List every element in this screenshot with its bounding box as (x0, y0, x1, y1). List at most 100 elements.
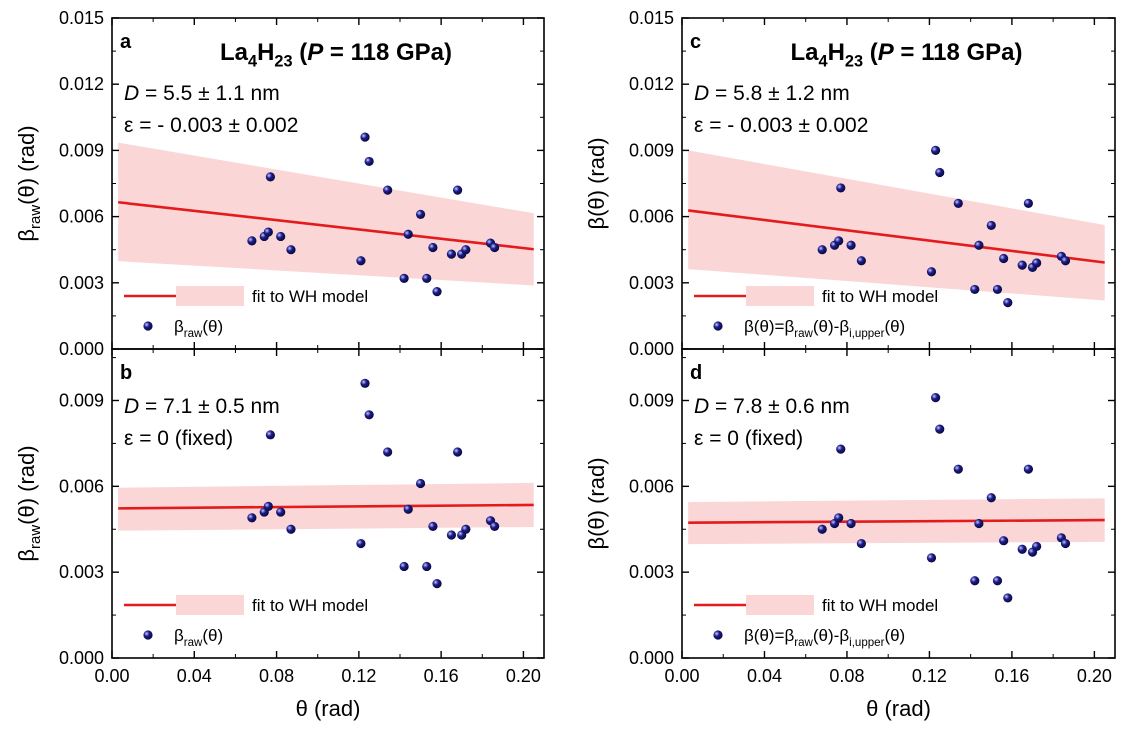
legend-series-label-part: β (744, 317, 754, 336)
legend-fit-label: fit to WH model (252, 287, 368, 306)
y-tick-label: 0.000 (629, 648, 674, 668)
legend-series-label-part: β (839, 626, 849, 645)
y-axis-label: β(θ) (rad) (584, 137, 609, 229)
data-point (1003, 298, 1013, 308)
x-tick-label: 0.12 (912, 666, 947, 686)
fit-annotation-part: = 7.1 ± 0.5 nm (139, 395, 280, 418)
data-point (834, 236, 844, 246)
data-point (926, 267, 937, 277)
data-point (383, 185, 393, 195)
data-point (453, 447, 463, 457)
x-tick-label: 0.00 (94, 666, 129, 686)
legend-series-label-part: (θ)= (754, 317, 785, 336)
legend-fit-label: fit to WH model (822, 596, 938, 615)
fit-annotation-part: D (124, 395, 139, 418)
y-tick-label: 0.000 (59, 339, 104, 359)
panel-letter: a (120, 31, 132, 53)
data-point (1017, 544, 1027, 554)
panel-title: La4H23 (P = 118 GPa) (790, 39, 1022, 71)
y-tick-label: 0.015 (59, 8, 104, 28)
legend-series-label-part: raw (794, 637, 813, 649)
fit-annotation-part: D (694, 82, 709, 105)
fit-annotation: ε = - 0.003 ± 0.002 (124, 114, 298, 137)
data-point (422, 273, 432, 283)
data-point (428, 242, 438, 253)
panel-title-part: ( (293, 39, 308, 66)
legend-series-label-part: raw (794, 328, 813, 340)
panel-title-part: 23 (274, 53, 292, 71)
data-point (986, 220, 996, 231)
y-axis-label: βraw(θ) (rad) (14, 125, 44, 241)
legend-series-label: β(θ)=βraw(θ)-βi,upper(θ) (744, 317, 905, 340)
data-point (276, 231, 286, 242)
y-axis-label-part: raw (27, 205, 44, 229)
y-tick-label: 0.003 (629, 273, 674, 293)
data-point (453, 185, 463, 195)
data-point (490, 521, 500, 531)
y-tick-label: 0.006 (629, 207, 674, 227)
y-axis-label: β(θ) (rad) (584, 457, 609, 549)
y-tick-label: 0.000 (629, 339, 674, 359)
fit-annotation-part: ε = - 0.003 ± 0.002 (694, 114, 868, 137)
data-point (1060, 256, 1071, 266)
data-point (999, 253, 1009, 264)
plot-frame (111, 348, 545, 659)
legend-fit-label: fit to WH model (822, 287, 938, 306)
x-tick-label: 0.00 (664, 666, 699, 686)
data-point (490, 242, 500, 253)
data-point (415, 478, 426, 489)
data-point (846, 518, 856, 529)
data-point (364, 410, 374, 420)
y-tick-label: 0.000 (59, 648, 104, 668)
legend-series-label-part: (θ)- (813, 317, 839, 336)
panel-letter: b (120, 362, 132, 384)
data-point (360, 132, 370, 142)
y-tick-label: 0.006 (59, 476, 104, 496)
fit-annotation: D = 7.8 ± 0.6 nm (694, 395, 850, 418)
y-tick-label: 0.003 (629, 562, 674, 582)
data-point (931, 393, 941, 403)
y-axis-label-part: β (584, 217, 609, 230)
data-point (422, 561, 432, 572)
legend-band-swatch (176, 595, 244, 615)
data-point (817, 524, 827, 534)
data-point (364, 156, 374, 167)
data-point (992, 284, 1003, 295)
y-axis-label-part: β (14, 229, 39, 242)
data-point (286, 524, 296, 534)
data-point (1032, 258, 1042, 268)
fit-annotation-part: D (124, 82, 139, 105)
panel-title-part: H (257, 39, 274, 66)
panel-title-part: = 118 GPa) (323, 39, 452, 66)
confidence-band (118, 142, 534, 286)
y-tick-label: 0.012 (629, 74, 674, 94)
legend-series-label-part: (θ) (884, 626, 905, 645)
legend-series-label-part: β (785, 317, 795, 336)
data-point (817, 245, 827, 255)
legend-series-label-part: β (785, 626, 795, 645)
fit-annotation-part: D (694, 395, 709, 418)
data-point (999, 536, 1009, 546)
data-point (986, 493, 996, 503)
fit-annotation: ε = - 0.003 ± 0.002 (694, 114, 868, 137)
fit-annotation-part: ε = 0 (fixed) (694, 427, 803, 450)
y-axis-label-part: (θ) (rad) (584, 457, 609, 536)
data-point (935, 424, 945, 434)
fit-annotation-part: = 7.8 ± 0.6 nm (709, 395, 850, 418)
data-point (263, 501, 273, 511)
fit-annotation-part: ε = - 0.003 ± 0.002 (124, 114, 298, 137)
x-tick-label: 0.16 (424, 666, 459, 686)
data-point (1023, 198, 1033, 208)
x-tick-label: 0.08 (259, 666, 294, 686)
data-point (926, 553, 937, 563)
panel-b: 0.000 0.003 0.006 0.009 0.00 0.04 0.08 0.12 0.16… (14, 348, 545, 721)
fit-annotation: D = 5.5 ± 1.1 nm (124, 82, 280, 105)
data-point (446, 530, 457, 540)
x-tick-label: 0.12 (341, 666, 376, 686)
data-point (970, 284, 980, 295)
panel-title-part: = 118 GPa) (894, 39, 1023, 66)
data-point (399, 273, 409, 283)
